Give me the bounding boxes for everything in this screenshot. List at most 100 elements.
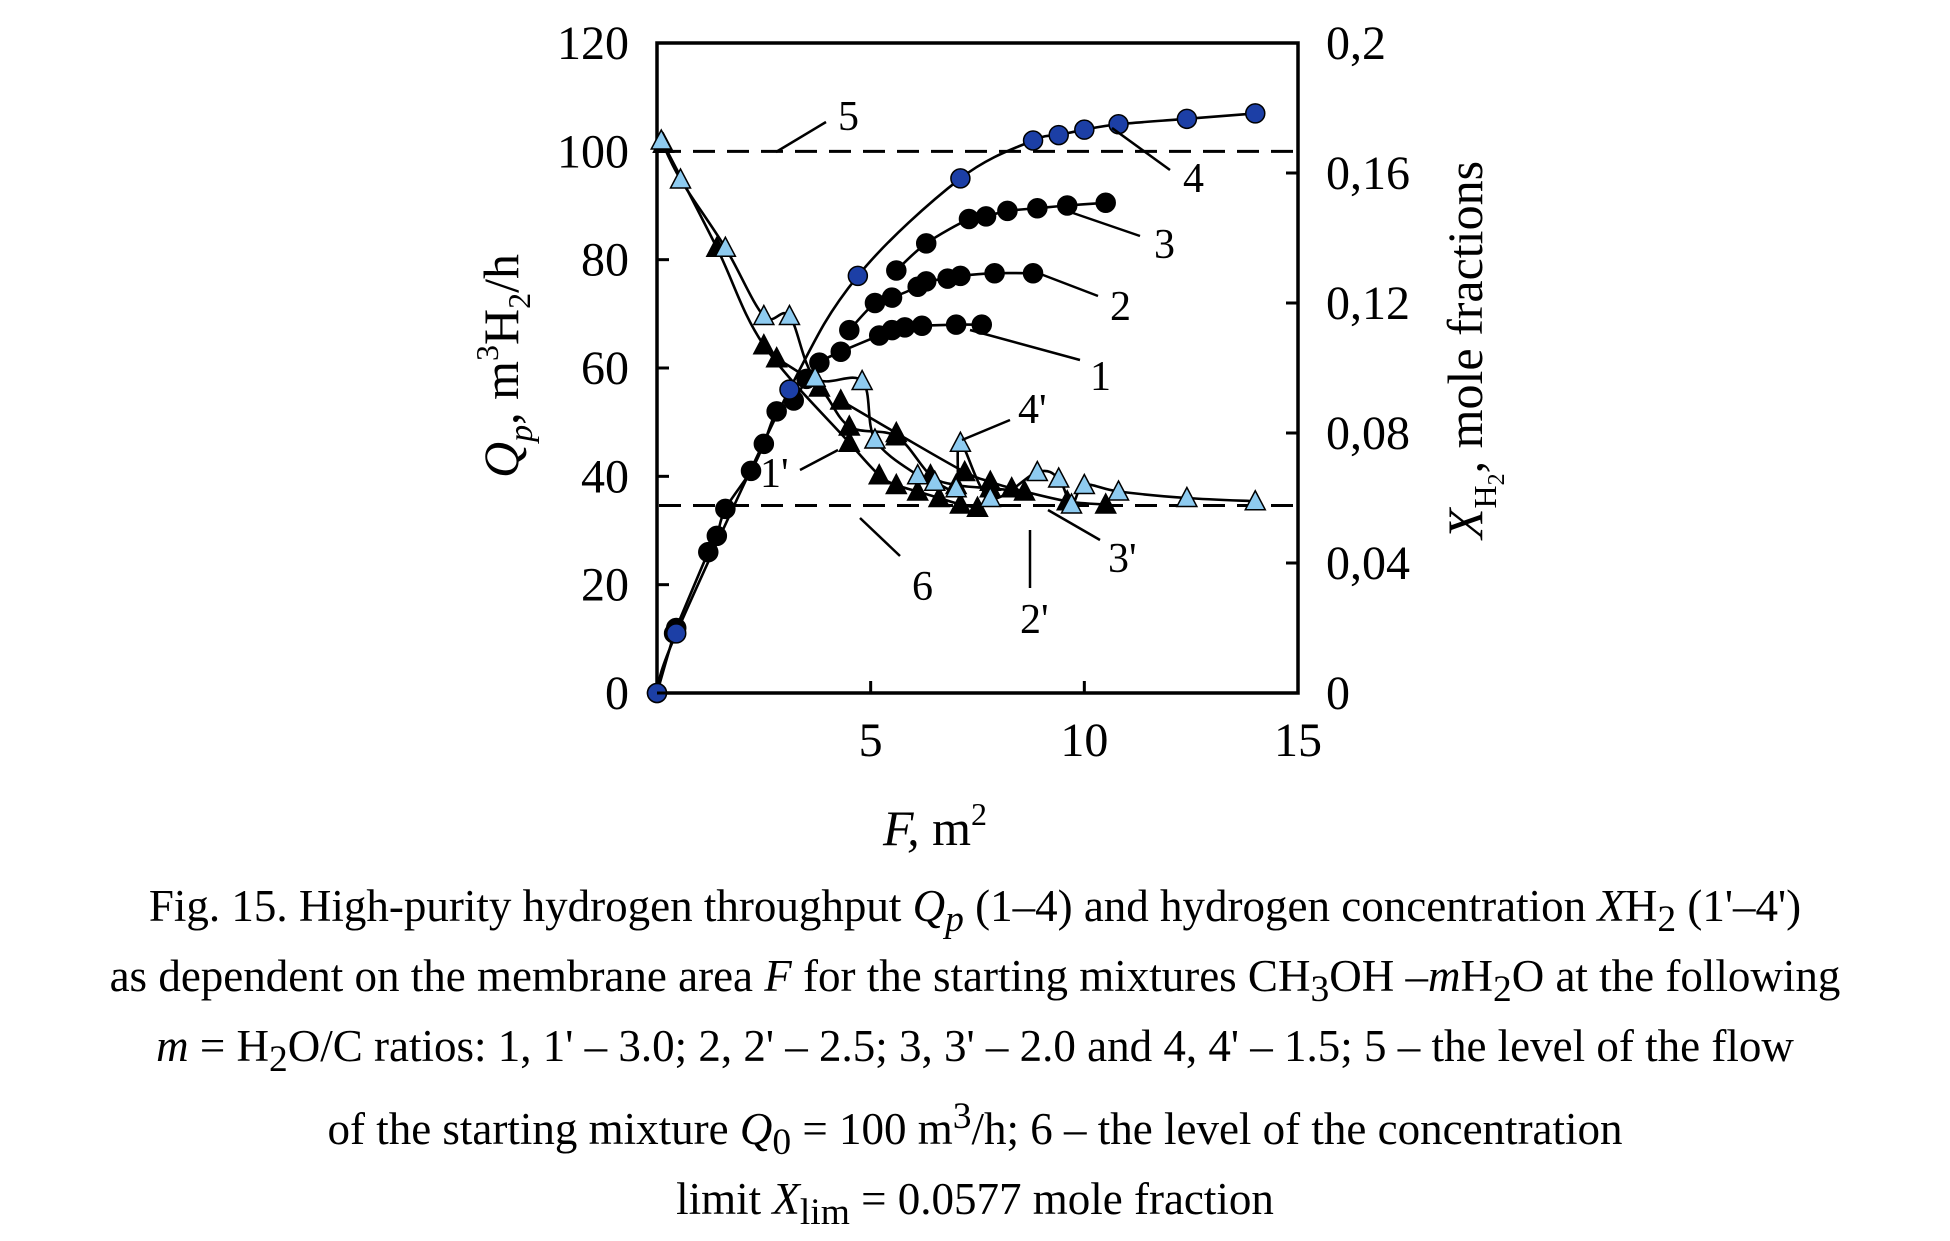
marker-4' xyxy=(979,485,1002,508)
y-left-tick-label: 60 xyxy=(581,342,629,395)
x-tick-label: 10 xyxy=(1060,714,1108,767)
plot-area-border xyxy=(655,41,1300,695)
plot-frame xyxy=(655,41,1300,695)
marker-2' xyxy=(765,346,788,368)
caption-line-2: as dependent on the membrane area F for … xyxy=(109,951,1841,1010)
marker-4 xyxy=(1108,114,1129,135)
label-curve-3prime: 3' xyxy=(1108,536,1137,582)
label-curve-3: 3 xyxy=(1154,222,1175,268)
figure-caption: Fig. 15. High-purity hydrogen throughput… xyxy=(0,878,1950,1241)
marker-4' xyxy=(863,427,887,449)
caption-line-1: Fig. 15. High-purity hydrogen throughput… xyxy=(148,881,1802,940)
marker-4' xyxy=(1026,459,1049,482)
chart: 5 10 1502040608010012000,040,080,120,160,2… xyxy=(469,17,1510,856)
marker-2 xyxy=(950,265,971,287)
marker-3 xyxy=(1095,192,1116,214)
y-right-tick-label: 0 xyxy=(1326,667,1350,720)
marker-3' xyxy=(829,388,852,410)
label-curve-5: 5 xyxy=(838,94,859,140)
marker-4 xyxy=(847,265,869,287)
marker-4 xyxy=(1048,124,1069,146)
marker-3' xyxy=(953,459,976,482)
caption-line-4: of the starting mixture Q0 = 100 m3/h; 6… xyxy=(327,1096,1623,1163)
left-y-axis-title: Qp, m3H2/h xyxy=(469,254,540,478)
y-left-tick-label: 80 xyxy=(581,234,629,287)
marker-1 xyxy=(809,352,830,373)
marker-1 xyxy=(830,341,852,362)
marker-4' xyxy=(714,235,737,257)
marker-3 xyxy=(958,208,980,230)
marker-4 xyxy=(1245,103,1266,124)
y-left-tick-label: 120 xyxy=(557,17,629,70)
marker-3 xyxy=(997,200,1018,222)
marker-1 xyxy=(911,315,933,336)
y-left-tick-label: 20 xyxy=(581,559,629,612)
marker-4' xyxy=(850,368,874,391)
marker-1' xyxy=(838,430,861,452)
curve-4 xyxy=(655,112,1256,694)
marker-4' xyxy=(1073,472,1096,495)
marker-4 xyxy=(665,623,687,644)
marker-1 xyxy=(706,525,728,547)
marker-1' xyxy=(885,472,908,495)
label-curve-1prime: 1' xyxy=(760,451,789,497)
marker-4' xyxy=(923,469,947,491)
marker-1 xyxy=(740,460,762,482)
marker-4' xyxy=(906,463,929,485)
marker-2 xyxy=(984,262,1005,284)
marker-4' xyxy=(944,476,968,498)
marker-2 xyxy=(915,271,937,292)
y-right-tick-label: 0,12 xyxy=(1326,277,1410,330)
marker-3 xyxy=(1027,197,1048,219)
curve-3' xyxy=(840,399,1106,506)
y-left-tick-label: 100 xyxy=(557,125,629,178)
marker-3' xyxy=(1000,476,1023,498)
marker-1 xyxy=(753,433,775,455)
x-axis-title: F, m2 xyxy=(882,796,987,856)
marker-1' xyxy=(867,463,891,485)
marker-3' xyxy=(1094,492,1117,514)
data-markers xyxy=(646,103,1267,704)
x-tick-label: 15 xyxy=(1274,714,1322,767)
marker-2 xyxy=(864,292,886,314)
marker-2 xyxy=(839,319,860,341)
marker-4 xyxy=(1074,119,1095,140)
y-left-tick-label: 40 xyxy=(581,450,629,503)
fitted-curves xyxy=(655,112,1256,694)
y-right-tick-label: 0,2 xyxy=(1326,17,1386,70)
marker-4' xyxy=(778,303,801,326)
marker-4' xyxy=(803,365,827,387)
x-tick-label: 5 xyxy=(859,714,883,767)
label-curve-6: 6 xyxy=(912,564,933,610)
marker-4' xyxy=(1060,492,1083,514)
marker-1 xyxy=(766,401,787,422)
marker-1 xyxy=(945,314,967,335)
marker-3 xyxy=(915,233,937,254)
marker-1' xyxy=(906,479,929,501)
marker-4' xyxy=(949,430,972,452)
marker-4' xyxy=(1175,485,1199,508)
marker-4' xyxy=(1244,489,1267,511)
caption-line-3: m = H2O/C ratios: 1, 1' – 3.0; 2, 2' – 2… xyxy=(156,1021,1794,1080)
marker-4 xyxy=(1022,130,1044,151)
marker-1' xyxy=(927,485,951,508)
marker-4' xyxy=(669,167,692,189)
label-curve-4prime: 4' xyxy=(1018,387,1047,433)
right-y-axis-title: XH2, mole fractions xyxy=(1437,161,1510,541)
caption-line-5: limit Xlim = 0.0577 mole fraction xyxy=(676,1174,1274,1233)
marker-2' xyxy=(838,414,861,436)
marker-1 xyxy=(715,498,736,520)
marker-4 xyxy=(1176,108,1198,130)
marker-4 xyxy=(950,168,971,189)
marker-4' xyxy=(1047,466,1070,488)
curve-labels: 5 4 3 2 1 4' 1' 3' 2' 6 xyxy=(760,94,1204,643)
marker-3' xyxy=(885,420,908,443)
marker-2 xyxy=(1022,262,1044,284)
marker-1 xyxy=(698,541,719,563)
label-curve-2: 2 xyxy=(1110,284,1131,330)
y-right-tick-label: 0,08 xyxy=(1326,407,1410,460)
marker-2 xyxy=(881,287,903,308)
marker-1 xyxy=(894,317,916,338)
label-curve-1: 1 xyxy=(1090,354,1111,400)
